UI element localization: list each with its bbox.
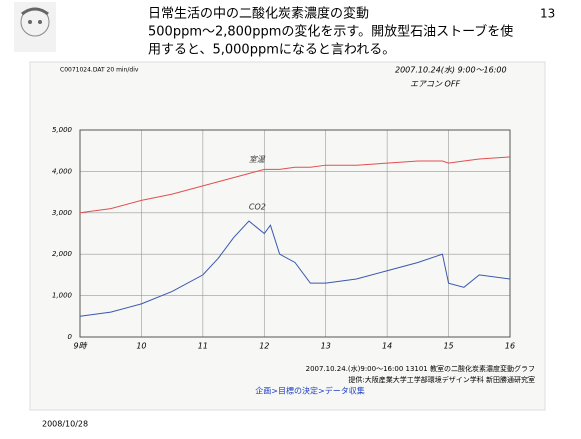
x-tick-label: 13 bbox=[321, 342, 331, 351]
x-tick-label: 16 bbox=[505, 342, 515, 351]
y-tick-label: 4,000 bbox=[52, 167, 73, 175]
plot: 0 1,000 2,000 3,000 4,000 5,000 9時 10 11 12 13 14 15… bbox=[52, 126, 515, 351]
page-number: 13 bbox=[540, 7, 555, 21]
series-line bbox=[79, 156, 511, 214]
y-tick-label: 1,000 bbox=[52, 292, 73, 300]
legend-label: CO2 bbox=[249, 203, 266, 212]
chart-paper bbox=[29, 61, 546, 411]
x-tick-label: 10 bbox=[136, 342, 146, 351]
y-tick-label: 0 bbox=[68, 333, 73, 341]
annotation: 2007.10.24(水) 9:00～16:00 bbox=[395, 66, 507, 75]
breadcrumb: 企画>目標の決定>データ収集 bbox=[255, 386, 364, 396]
x-tick-label: 15 bbox=[443, 342, 453, 351]
x-tick-label: 12 bbox=[259, 342, 269, 351]
x-tick-label: 11 bbox=[198, 342, 208, 351]
annotation: エアコン OFF bbox=[410, 80, 460, 89]
y-tick-label: 3,000 bbox=[52, 209, 73, 217]
legend-label: 室温 bbox=[249, 155, 266, 164]
caption: 2007.10.24.(水)9:00～16:00 13101 教室の二酸化炭素濃… bbox=[306, 364, 535, 373]
plot-frame bbox=[79, 129, 511, 338]
body-line: 用すると、5,000ppmになると言われる。 bbox=[148, 43, 395, 58]
caption: 提供:大阪産業大学工学部環境デザイン学科 新田勝通研究室 bbox=[348, 375, 535, 384]
date: 2008/10/28 bbox=[42, 420, 88, 429]
y-tick-label: 2,000 bbox=[52, 250, 73, 258]
chart-header: C0071024.DAT 20 min/div bbox=[60, 67, 139, 74]
x-tick-label: 9時 bbox=[73, 342, 87, 351]
body-line: 500ppm～2,800ppmの変化を示す。開放型石油ストーブを使 bbox=[148, 24, 513, 40]
x-tick-label: 14 bbox=[382, 342, 392, 351]
title: 日常生活の中の二酸化炭素濃度の変動 bbox=[148, 6, 369, 22]
y-tick-label: 5,000 bbox=[52, 126, 73, 134]
logo bbox=[14, 2, 56, 52]
series-line bbox=[79, 220, 511, 317]
